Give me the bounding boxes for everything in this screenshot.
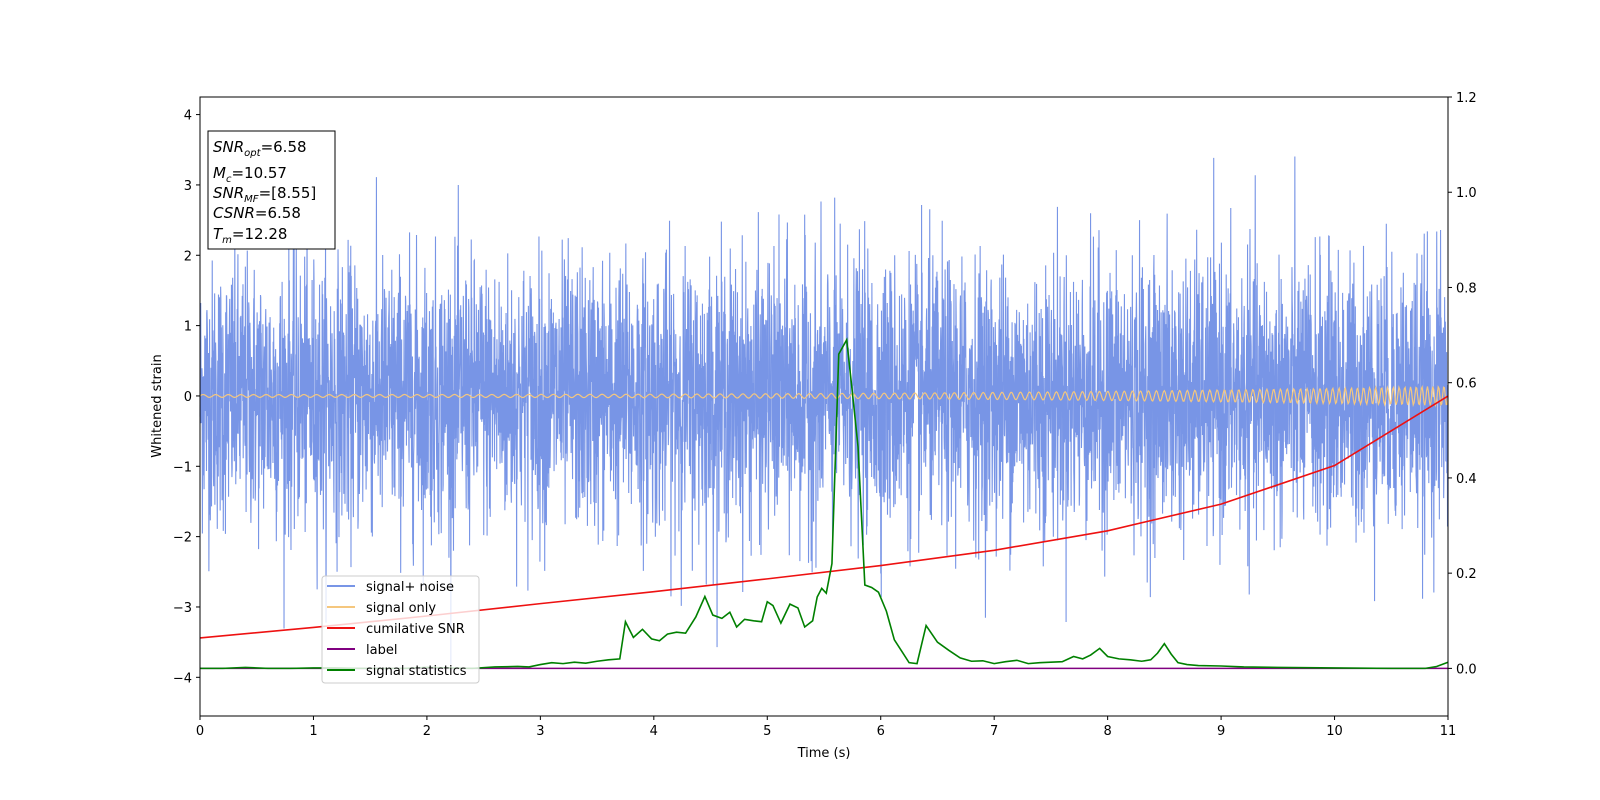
x-axis-label: Time (s) [797,746,851,761]
legend: signal+ noise signal only cumilative SNR la… [321,575,480,684]
legend-frame [321,575,480,684]
plot-frame [199,96,1449,717]
x-tick-label: 1 [309,724,317,739]
legend-label: signal+ noise [366,580,454,595]
x-tick-label: 7 [990,724,998,739]
series-signal-only [199,384,1449,408]
y-axis-label: Whitened strain [150,354,165,457]
y-tick-label: −2 [173,531,192,546]
y2-tick-label: 0.2 [1456,567,1477,582]
y-axis-right: 0.0 0.2 0.4 0.6 0.8 1.0 1.2 [1448,91,1477,677]
info-box: SNRopt=6.58 Mc=10.57 SNRMF=[8.55] CSNR=6… [207,130,336,250]
x-tick-label: 2 [423,724,431,739]
x-tick-label: 8 [1103,724,1111,739]
info-snr-opt: SNRopt=6.58 [213,138,307,159]
legend-label: label [366,643,397,658]
y2-tick-label: 0.0 [1456,662,1477,677]
info-tm: Tm=12.28 [213,225,287,246]
y2-tick-label: 0.6 [1456,377,1477,392]
y2-tick-label: 1.2 [1456,91,1477,106]
y-tick-label: 2 [184,249,192,264]
y-tick-label: −3 [173,601,192,616]
x-axis: 0 1 2 3 4 5 6 7 8 9 10 11 [196,716,1456,739]
info-csnr: CSNR=6.58 [213,204,301,222]
y-tick-label: 4 [184,109,192,124]
x-tick-label: 4 [650,724,658,739]
y2-tick-label: 0.8 [1456,281,1477,296]
info-box-frame [207,130,336,250]
y-tick-label: 3 [184,179,192,194]
x-tick-label: 0 [196,724,204,739]
legend-label: cumilative SNR [366,622,465,637]
y2-tick-label: 1.0 [1456,186,1477,201]
info-snr-mf: SNRMF=[8.55] [213,184,316,205]
y-tick-label: −1 [173,460,192,475]
y2-tick-label: 0.4 [1456,472,1477,487]
legend-label: signal only [366,601,436,616]
y-axis-left: −4 −3 −2 −1 0 1 2 3 4 [173,109,200,686]
y-tick-label: 1 [184,320,192,335]
x-tick-label: 6 [877,724,885,739]
x-tick-label: 9 [1217,724,1225,739]
series-signal-statistics [200,337,1449,670]
x-tick-label: 11 [1440,724,1457,739]
y-tick-label: 0 [184,390,192,405]
x-tick-label: 3 [536,724,544,739]
info-chirp-mass: Mc=10.57 [213,164,287,185]
x-tick-label: 5 [763,724,771,739]
legend-items: signal+ noise signal only cumilative SNR la… [327,580,467,679]
x-tick-label: 10 [1326,724,1343,739]
y-tick-label: −4 [173,671,192,686]
legend-label: signal statistics [366,664,467,679]
series-signal-noise [199,156,1449,665]
